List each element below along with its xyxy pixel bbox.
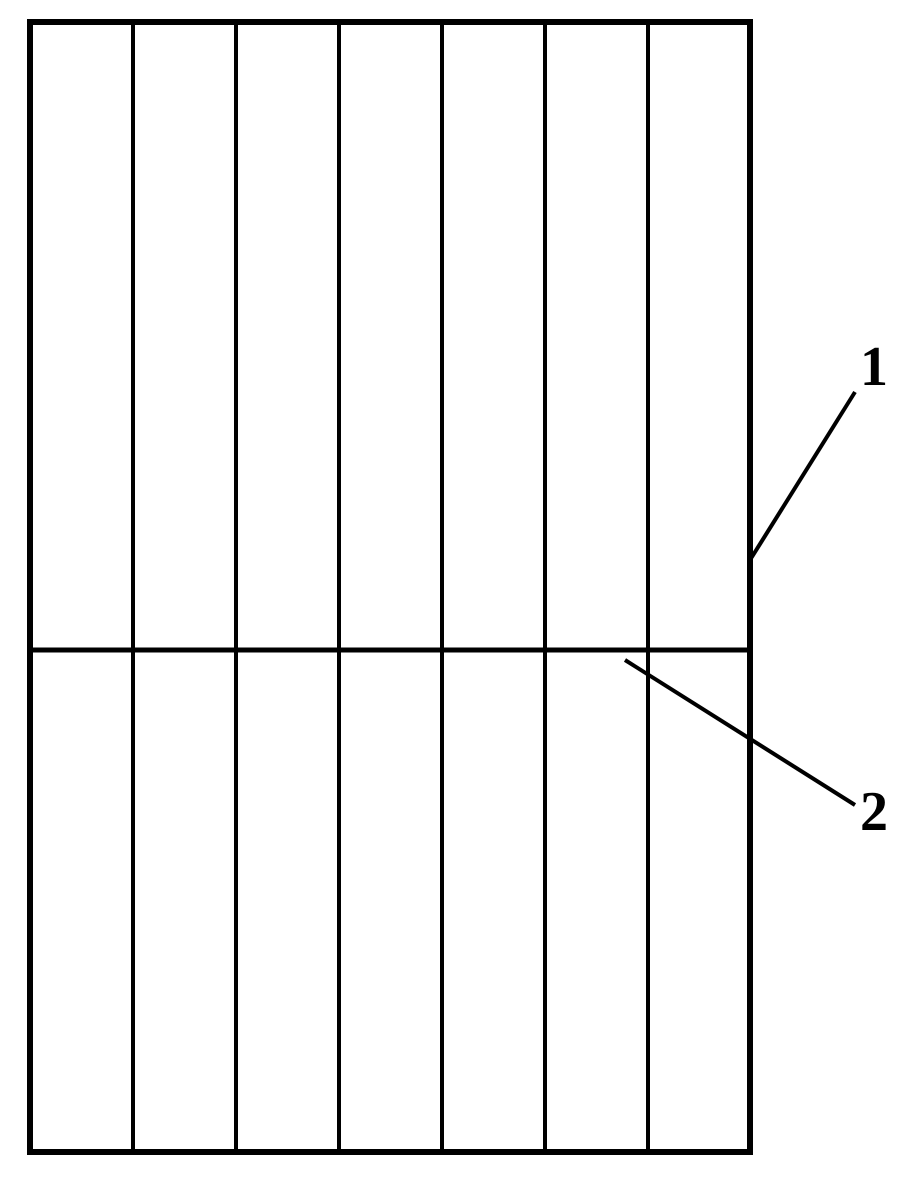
label-1: 1: [860, 335, 888, 399]
outer-rect: [30, 22, 750, 1152]
diagram-container: 12: [0, 0, 920, 1181]
leader-1: [750, 392, 855, 560]
schematic-svg: [0, 0, 920, 1181]
vertical-lines-group: [133, 22, 648, 1152]
label-2: 2: [860, 780, 888, 844]
leader-lines-group: [625, 392, 855, 805]
leader-2: [625, 660, 855, 805]
